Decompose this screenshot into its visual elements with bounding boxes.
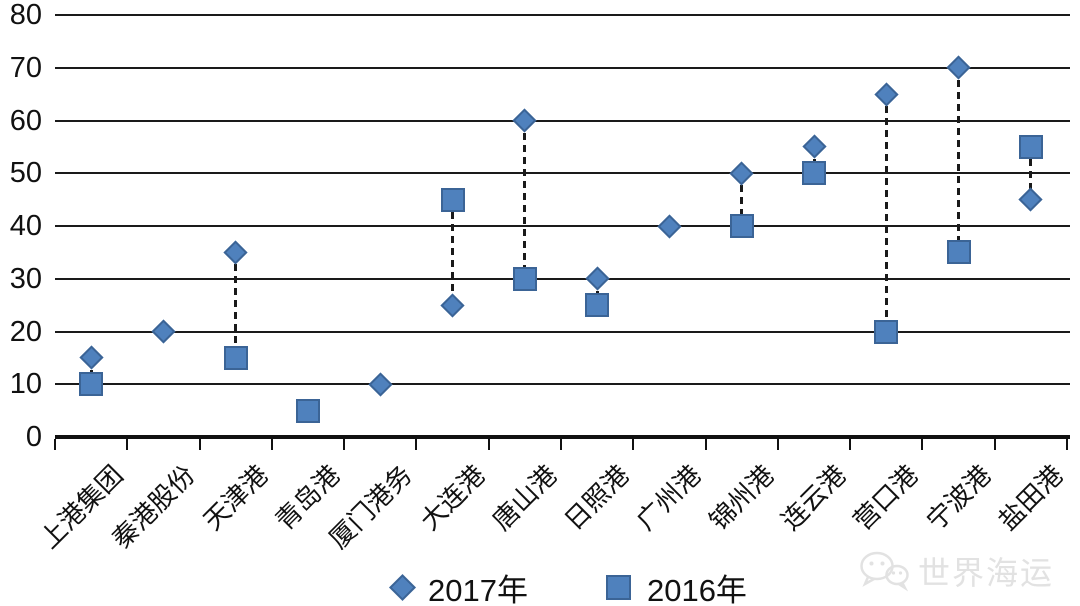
x-axis-tick <box>343 439 346 450</box>
x-axis-tick <box>126 439 129 450</box>
marker-2017-diamond <box>657 213 682 239</box>
gridline-80 <box>55 14 1070 16</box>
gridline-40 <box>55 225 1070 227</box>
x-axis-tick <box>198 439 201 450</box>
gridline-70 <box>55 66 1070 69</box>
marker-2016-square <box>79 372 104 397</box>
watermark-text: 世界海运 <box>917 555 1054 591</box>
x-axis-tick <box>776 439 779 450</box>
diamond-marker-icon <box>389 574 416 601</box>
x-axis-category-text: 唐山港 <box>486 459 563 536</box>
gridline-10 <box>55 383 1070 386</box>
gridline-60 <box>55 119 1070 122</box>
marker-2016-square <box>946 240 971 265</box>
marker-2016-square <box>802 161 826 186</box>
x-axis-tick <box>704 439 707 450</box>
marker-2017-diamond <box>585 266 610 291</box>
marker-2017-diamond <box>729 161 754 186</box>
high-low-connector <box>234 252 238 358</box>
high-low-connector <box>451 199 455 306</box>
high-low-connector <box>884 94 888 332</box>
gridline-20 <box>55 330 1070 333</box>
marker-2017-diamond <box>801 134 827 159</box>
x-axis-tick <box>632 439 635 450</box>
high-low-connector <box>89 357 93 385</box>
x-axis-tick <box>54 439 56 450</box>
marker-2017-diamond <box>223 240 248 265</box>
legend: 2017年 2016年 <box>389 565 747 606</box>
y-axis-tick-label: 40 <box>9 210 42 242</box>
wechat-logo-icon <box>860 551 909 592</box>
x-axis-category-text: 宁波港 <box>919 459 997 536</box>
x-axis-tick <box>487 439 490 450</box>
y-axis-tick-label: 60 <box>9 104 42 137</box>
high-low-connector <box>595 278 599 306</box>
x-axis-category-text: 连云港 <box>775 459 852 536</box>
watermark: 世界海运 <box>858 548 1054 594</box>
x-axis-tick <box>1066 439 1068 450</box>
marker-2016-square <box>512 266 537 291</box>
x-axis-category-text: 天津港 <box>197 459 274 536</box>
y-axis-tick-label: 20 <box>9 315 42 348</box>
high-low-connector <box>957 67 961 253</box>
marker-2017-diamond <box>368 372 393 397</box>
y-axis-tick-label: 80 <box>9 0 42 31</box>
marker-2017-diamond <box>151 319 176 344</box>
x-axis-category-text: 日照港 <box>558 459 635 536</box>
square-marker-icon <box>605 575 631 600</box>
x-axis-line <box>55 435 1070 439</box>
x-axis-tick <box>993 439 996 450</box>
high-low-connector <box>812 146 816 174</box>
marker-2017-diamond <box>440 293 465 318</box>
high-low-connector <box>1029 146 1033 200</box>
x-axis-tick <box>849 439 852 450</box>
x-axis-tick <box>270 439 273 450</box>
x-axis-tick <box>560 439 562 450</box>
high-low-connector <box>523 120 527 279</box>
marker-2016-square <box>1018 134 1043 159</box>
y-axis-tick-label: 30 <box>9 262 42 295</box>
x-axis-category-text: 营口港 <box>847 459 925 536</box>
marker-2016-square <box>585 293 610 318</box>
y-axis-tick-label: 0 <box>25 421 42 453</box>
x-axis-tick <box>415 439 418 450</box>
marker-2016-square <box>874 319 899 344</box>
marker-2017-diamond <box>512 108 537 133</box>
gridline-30 <box>55 277 1070 280</box>
marker-2016-square <box>296 398 320 423</box>
marker-2016-square <box>440 187 465 212</box>
marker-2016-square <box>729 214 754 238</box>
marker-2016-square <box>223 345 248 370</box>
marker-2017-diamond <box>1018 187 1043 212</box>
x-axis-category-text: 广州港 <box>630 459 708 536</box>
x-axis-tick <box>921 439 924 450</box>
legend-label-2017: 2017年 <box>428 573 528 606</box>
high-low-connector <box>740 173 744 226</box>
y-axis-tick-label: 10 <box>9 368 42 401</box>
legend-label-2016: 2016年 <box>646 573 747 606</box>
legend-item-2016: 2016年 <box>605 565 747 606</box>
x-axis-category-text: 锦州港 <box>703 459 780 536</box>
marker-2017-diamond <box>946 55 971 80</box>
marker-2017-diamond <box>79 345 104 370</box>
legend-item-2017: 2017年 <box>389 565 528 606</box>
y-axis-tick-label: 50 <box>9 157 42 190</box>
x-axis-category-text: 大连港 <box>413 459 491 536</box>
gridline-50 <box>55 172 1070 175</box>
marker-2017-diamond <box>874 82 899 107</box>
y-axis-tick-label: 70 <box>9 51 42 84</box>
x-axis-category-text: 盐田港 <box>992 459 1069 536</box>
